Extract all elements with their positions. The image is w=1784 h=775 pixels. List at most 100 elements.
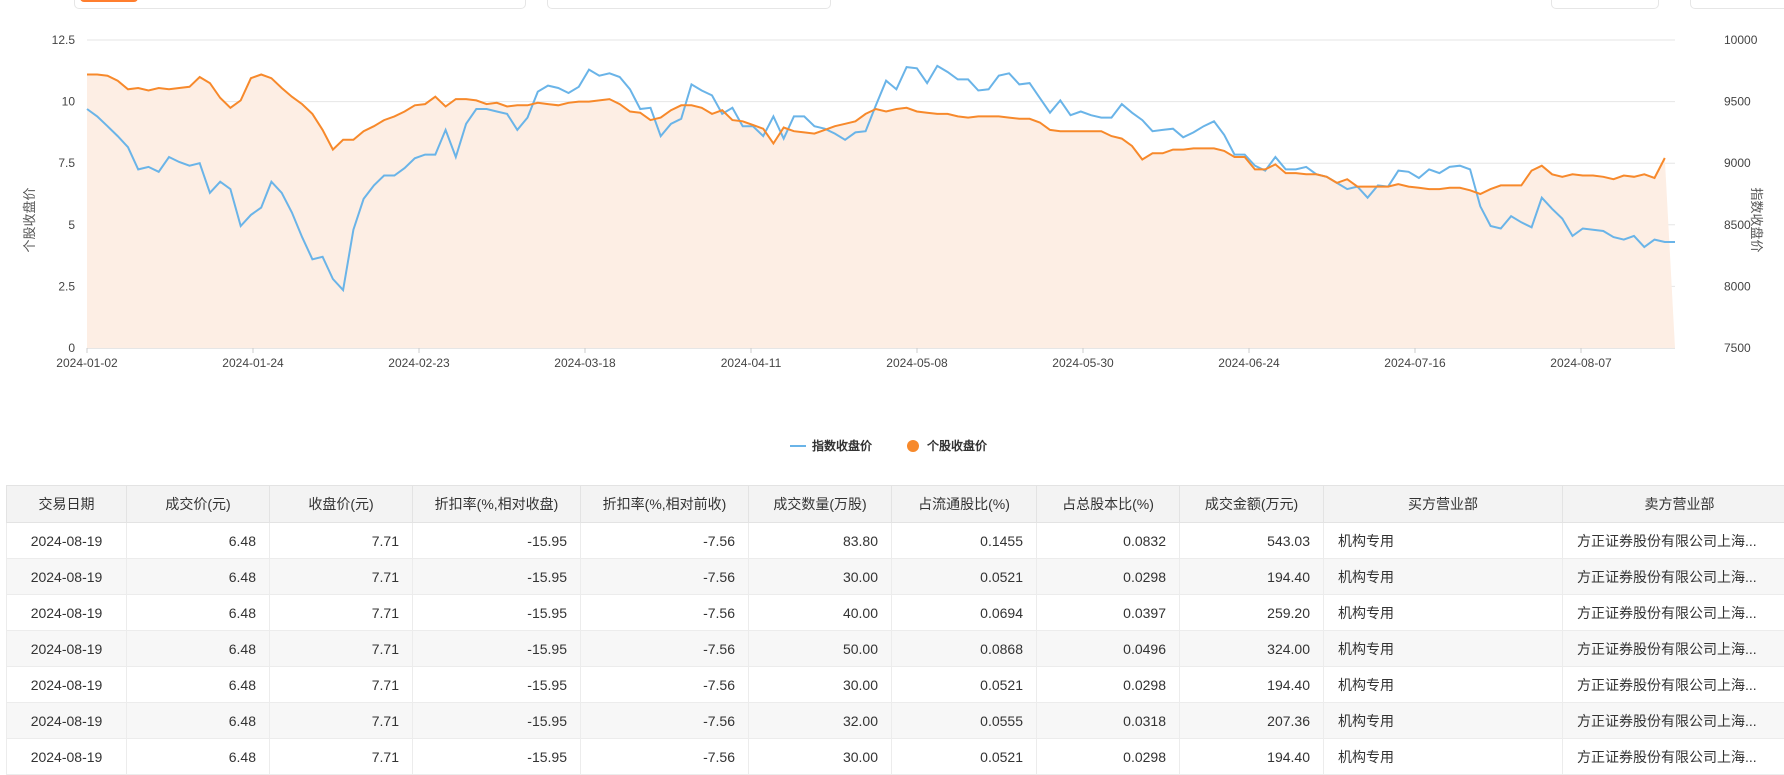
x-axis-tick-label: 2024-06-24	[1218, 356, 1280, 370]
top-tab[interactable]	[74, 0, 526, 9]
cell-volume: 32.00	[749, 703, 892, 739]
cell-seller: 方正证券股份有限公司上海...	[1563, 703, 1784, 739]
cell-discount-close: -15.95	[413, 523, 581, 559]
cell-total-ratio: 0.0318	[1037, 703, 1180, 739]
cell-price: 6.48	[127, 667, 270, 703]
cell-discount-close: -15.95	[413, 559, 581, 595]
cell-float-ratio: 0.0521	[892, 667, 1037, 703]
cell-close: 7.71	[270, 595, 413, 631]
cell-discount-prev: -7.56	[581, 595, 749, 631]
cell-total-ratio: 0.0298	[1037, 559, 1180, 595]
cell-discount-prev: -7.56	[581, 631, 749, 667]
right-axis-tick-label: 9000	[1724, 156, 1751, 170]
col-header-discount-close[interactable]: 折扣率(%,相对收盘)	[413, 486, 581, 523]
col-header-total-ratio[interactable]: 占总股本比(%)	[1037, 486, 1180, 523]
cell-volume: 30.00	[749, 667, 892, 703]
x-axis-tick-label: 2024-05-08	[886, 356, 948, 370]
cell-seller: 方正证券股份有限公司上海...	[1563, 559, 1784, 595]
cell-price: 6.48	[127, 739, 270, 775]
col-header-discount-prev[interactable]: 折扣率(%,相对前收)	[581, 486, 749, 523]
cell-discount-prev: -7.56	[581, 703, 749, 739]
col-header-price[interactable]: 成交价(元)	[127, 486, 270, 523]
left-axis-tick-label: 12.5	[52, 33, 76, 47]
cell-amount: 194.40	[1180, 559, 1324, 595]
cell-amount: 194.40	[1180, 667, 1324, 703]
cell-close: 7.71	[270, 523, 413, 559]
legend-item-stock[interactable]: 个股收盘价	[907, 438, 988, 453]
cell-discount-close: -15.95	[413, 631, 581, 667]
cell-price: 6.48	[127, 631, 270, 667]
cell-float-ratio: 0.0694	[892, 595, 1037, 631]
top-button[interactable]	[1551, 0, 1659, 9]
legend-swatch-stock	[907, 440, 919, 452]
cell-float-ratio: 0.0521	[892, 739, 1037, 775]
x-axis-tick-label: 2024-03-18	[554, 356, 616, 370]
cell-amount: 194.40	[1180, 739, 1324, 775]
left-axis-tick-label: 0	[68, 341, 75, 355]
cell-buyer: 机构专用	[1324, 559, 1563, 595]
top-toolbar-remnant	[0, 0, 1784, 10]
cell-amount: 543.03	[1180, 523, 1324, 559]
col-header-amount[interactable]: 成交金额(万元)	[1180, 486, 1324, 523]
col-header-date[interactable]: 交易日期	[7, 486, 127, 523]
block-trade-table: 交易日期 成交价(元) 收盘价(元) 折扣率(%,相对收盘) 折扣率(%,相对前…	[6, 485, 1784, 775]
cell-total-ratio: 0.0832	[1037, 523, 1180, 559]
cell-date: 2024-08-19	[7, 739, 127, 775]
left-axis-tick-label: 10	[62, 95, 76, 109]
x-axis-tick-label: 2024-08-07	[1550, 356, 1612, 370]
legend-item-index[interactable]: 指数收盘价	[790, 438, 873, 453]
cell-date: 2024-08-19	[7, 559, 127, 595]
cell-discount-close: -15.95	[413, 595, 581, 631]
legend: 指数收盘价 个股收盘价	[790, 438, 988, 453]
col-header-seller[interactable]: 卖方营业部	[1563, 486, 1784, 523]
cell-close: 7.71	[270, 631, 413, 667]
right-axis-tick-label: 8500	[1724, 218, 1751, 232]
cell-float-ratio: 0.0521	[892, 559, 1037, 595]
cell-float-ratio: 0.0868	[892, 631, 1037, 667]
cell-amount: 259.20	[1180, 595, 1324, 631]
x-axis-tick-label: 2024-05-30	[1052, 356, 1114, 370]
legend-label-index: 指数收盘价	[812, 438, 873, 453]
cell-seller: 方正证券股份有限公司上海...	[1563, 595, 1784, 631]
cell-close: 7.71	[270, 667, 413, 703]
cell-buyer: 机构专用	[1324, 595, 1563, 631]
cell-float-ratio: 0.1455	[892, 523, 1037, 559]
cell-date: 2024-08-19	[7, 595, 127, 631]
left-axis-tick-label: 7.5	[58, 156, 75, 170]
cell-close: 7.71	[270, 739, 413, 775]
col-header-close[interactable]: 收盘价(元)	[270, 486, 413, 523]
cell-discount-close: -15.95	[413, 739, 581, 775]
legend-label-stock: 个股收盘价	[926, 438, 988, 453]
cell-price: 6.48	[127, 703, 270, 739]
right-axis-tick-label: 10000	[1724, 33, 1758, 47]
right-axis-title: 指数收盘价	[1749, 187, 1764, 252]
top-button[interactable]	[1690, 0, 1784, 9]
col-header-buyer[interactable]: 买方营业部	[1324, 486, 1563, 523]
cell-seller: 方正证券股份有限公司上海...	[1563, 523, 1784, 559]
left-axis-title: 个股收盘价	[22, 187, 37, 252]
cell-amount: 207.36	[1180, 703, 1324, 739]
cell-price: 6.48	[127, 523, 270, 559]
col-header-volume[interactable]: 成交数量(万股)	[749, 486, 892, 523]
cell-volume: 40.00	[749, 595, 892, 631]
cell-discount-prev: -7.56	[581, 523, 749, 559]
cell-seller: 方正证券股份有限公司上海...	[1563, 631, 1784, 667]
top-select[interactable]	[547, 0, 831, 9]
cell-volume: 30.00	[749, 559, 892, 595]
cell-buyer: 机构专用	[1324, 703, 1563, 739]
right-axis-tick-label: 8000	[1724, 279, 1751, 293]
cell-date: 2024-08-19	[7, 631, 127, 667]
cell-seller: 方正证券股份有限公司上海...	[1563, 667, 1784, 703]
left-axis-tick-label: 5	[68, 218, 75, 232]
col-header-float-ratio[interactable]: 占流通股比(%)	[892, 486, 1037, 523]
cell-total-ratio: 0.0298	[1037, 739, 1180, 775]
